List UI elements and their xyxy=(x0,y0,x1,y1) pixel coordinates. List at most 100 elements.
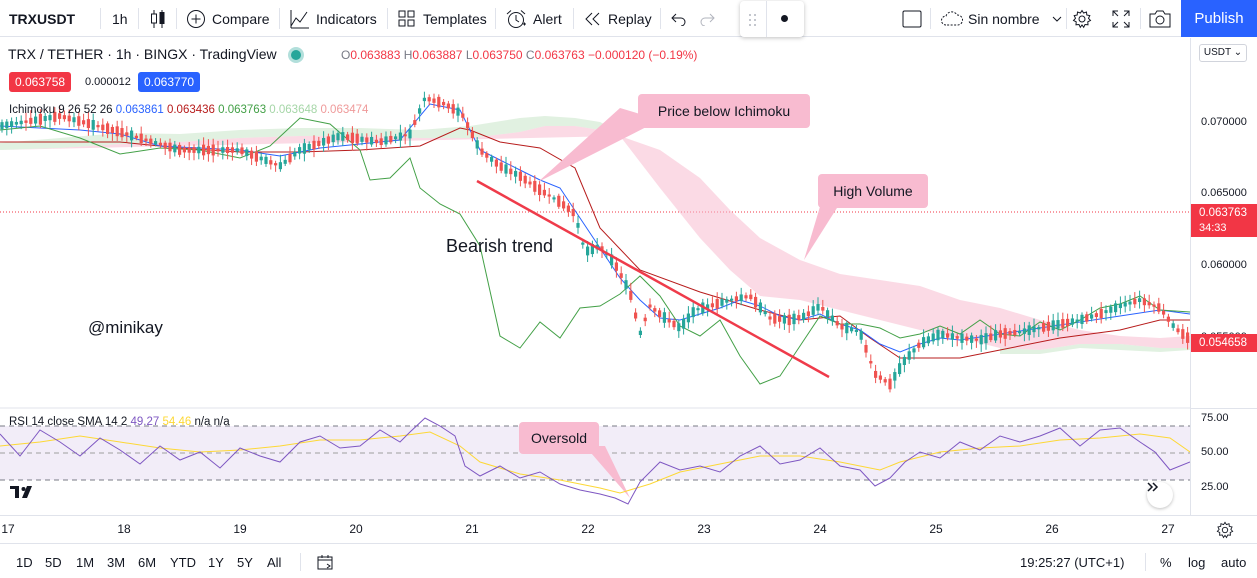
candle-body xyxy=(710,303,714,308)
candle-body xyxy=(384,136,388,145)
candle-body xyxy=(82,120,86,125)
bar-countdown-tag: 34:33 xyxy=(1191,219,1257,237)
go-to-date-button[interactable] xyxy=(317,554,335,575)
range-button-6m[interactable]: 6M xyxy=(138,555,157,570)
candle-body xyxy=(432,98,436,103)
rewind-icon xyxy=(584,11,602,27)
range-button-all[interactable]: All xyxy=(267,555,282,570)
range-button-5d[interactable]: 5D xyxy=(45,555,62,570)
chart-pane[interactable]: Price below Ichimoku High Volume Oversol… xyxy=(0,38,1190,515)
layout-name-button[interactable]: Sin nombre xyxy=(940,0,1062,37)
rsi-legend[interactable]: RSI 14 close SMA 14 2 49.27 54.46 n/a n/… xyxy=(9,416,230,428)
price-scale[interactable]: USDT ⌄ 0.070000 0.065000 0.060000 0.0550… xyxy=(1190,38,1257,515)
candle-body xyxy=(1037,327,1041,330)
chart-settings-button[interactable] xyxy=(1216,521,1234,544)
fullscreen-button[interactable] xyxy=(1112,0,1130,37)
candle-body xyxy=(1008,331,1012,335)
candle-body xyxy=(408,129,412,139)
callout-oversold[interactable]: Oversold xyxy=(519,422,599,454)
candle-body xyxy=(38,113,42,125)
symbol-search-button[interactable]: TRXUSDT xyxy=(9,0,75,37)
redo-button[interactable] xyxy=(699,0,715,37)
timezone-clock[interactable]: 19:25:27 (UTC+1) xyxy=(1020,555,1125,570)
candle-body xyxy=(1114,303,1118,313)
candle-body xyxy=(1003,328,1007,339)
candle-body xyxy=(610,254,614,266)
candle-body xyxy=(110,126,114,133)
candle-body xyxy=(989,333,993,341)
candle-body xyxy=(950,333,954,340)
publish-label: Publish xyxy=(1194,10,1244,27)
interval-button[interactable]: 1h xyxy=(112,0,128,37)
floating-drawing-panel xyxy=(740,1,804,37)
candle-body xyxy=(658,310,662,317)
currency-select[interactable]: USDT ⌄ xyxy=(1199,44,1247,62)
select-layout-button[interactable] xyxy=(902,0,922,37)
range-button-3m[interactable]: 3M xyxy=(107,555,126,570)
range-button-5y[interactable]: 5Y xyxy=(237,555,253,570)
candle-body xyxy=(298,147,302,154)
time-axis[interactable]: 17 18 19 20 21 22 23 24 25 26 27 xyxy=(0,515,1257,543)
candle-body xyxy=(970,335,974,343)
compare-button[interactable]: Compare xyxy=(186,0,270,37)
templates-button[interactable]: Templates xyxy=(398,0,487,37)
callout-price-text: Price below Ichimoku xyxy=(657,103,791,119)
candles-icon xyxy=(150,9,166,29)
alert-button[interactable]: Alert xyxy=(505,0,562,37)
callout-pointer-oversold xyxy=(585,446,630,498)
scroll-to-realtime-button[interactable] xyxy=(1147,482,1173,508)
sell-price-button[interactable]: 0.063758 xyxy=(9,72,72,92)
candle-body xyxy=(168,142,172,152)
callout-pointer-volume xyxy=(804,200,842,260)
settings-button[interactable] xyxy=(1072,0,1092,37)
change-value: −0.000120 (−0.19%) xyxy=(588,48,698,62)
bottom-toolbar: 1D 5D 1M 3M 6M YTD 1Y 5Y All 19:25:27 (U… xyxy=(0,543,1257,578)
chart-type-button[interactable] xyxy=(150,0,166,37)
log-scale-toggle[interactable]: log xyxy=(1188,555,1206,570)
range-button-1y[interactable]: 1Y xyxy=(208,555,224,570)
candle-body xyxy=(259,156,263,161)
symbol-label: TRXUSDT xyxy=(9,10,76,27)
drag-handle-icon[interactable] xyxy=(748,13,758,32)
range-button-1d[interactable]: 1D xyxy=(16,555,33,570)
ohlc-legend: O0.063883 H0.063887 L0.063750 C0.063763 … xyxy=(341,48,697,62)
candle-body xyxy=(1133,298,1137,305)
candle-body xyxy=(53,111,57,122)
replay-button[interactable]: Replay xyxy=(584,0,652,37)
candle-body xyxy=(211,144,215,156)
panel-divider xyxy=(766,1,767,37)
candle-body xyxy=(101,124,105,131)
indicators-button[interactable]: Indicators xyxy=(290,0,377,37)
candle-body xyxy=(226,147,230,153)
dot-icon[interactable] xyxy=(781,15,788,22)
candle-body xyxy=(874,370,878,378)
range-button-ytd[interactable]: YTD xyxy=(170,555,196,570)
candle-body xyxy=(336,133,340,141)
author-text[interactable]: @minikay xyxy=(88,318,163,337)
candle-body xyxy=(326,136,330,144)
ichimoku-name: Ichimoku 9 26 52 26 xyxy=(9,104,113,116)
symbol-legend[interactable]: TRX / TETHER · 1h · BINGX · TradingView xyxy=(8,46,301,62)
buy-price-button[interactable]: 0.063770 xyxy=(138,72,201,92)
candle-body xyxy=(1128,301,1132,305)
callout-price-below-ichimoku[interactable]: Price below Ichimoku xyxy=(638,94,810,128)
callout-high-volume[interactable]: High Volume xyxy=(818,174,928,208)
snapshot-button[interactable] xyxy=(1149,0,1171,37)
percent-scale-toggle[interactable]: % xyxy=(1160,555,1172,570)
candle-body xyxy=(557,195,561,207)
candle-body xyxy=(835,321,839,326)
publish-button[interactable]: Publish xyxy=(1181,0,1257,37)
candle-body xyxy=(1056,320,1060,329)
ichimoku-legend[interactable]: Ichimoku 9 26 52 26 0.063861 0.063436 0.… xyxy=(9,104,368,116)
price-tick: 0.065000 xyxy=(1201,187,1247,199)
candle-body xyxy=(1171,323,1175,328)
last-price-tag: 0.063763 xyxy=(1191,204,1257,222)
range-button-1m[interactable]: 1M xyxy=(76,555,95,570)
undo-button[interactable] xyxy=(671,0,687,37)
candle-body xyxy=(922,337,926,348)
auto-scale-toggle[interactable]: auto xyxy=(1221,555,1247,570)
bearish-trend-text[interactable]: Bearish trend xyxy=(446,236,554,256)
candle-body xyxy=(768,316,772,320)
time-tick: 24 xyxy=(813,522,827,536)
candle-body xyxy=(936,329,940,341)
